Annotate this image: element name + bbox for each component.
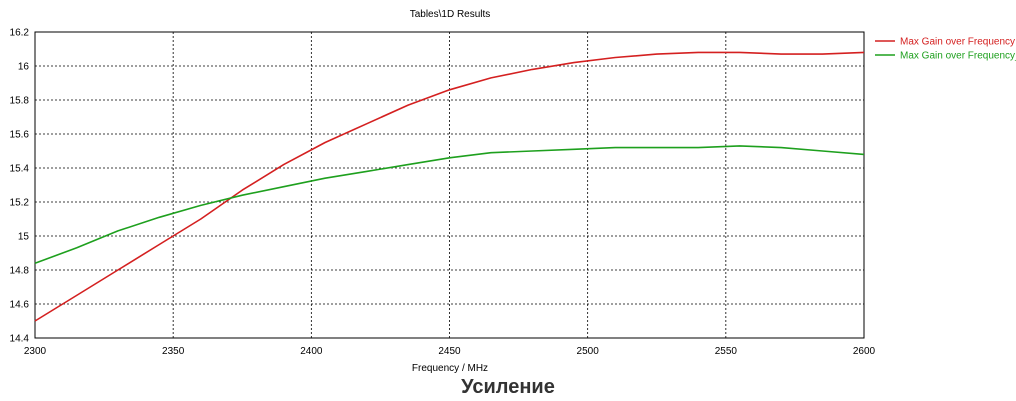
y-tick-label: 14.6 — [10, 300, 30, 311]
legend: Max Gain over Frequency Max Gain over Fre… — [875, 37, 1016, 62]
y-tick-label: 15 — [18, 232, 30, 243]
series-line-2 — [34, 145, 865, 264]
x-tick-label: 2550 — [715, 346, 738, 357]
legend-label: Max Gain over Frequency_1 — [900, 51, 1016, 62]
x-tick-label: 2400 — [300, 346, 323, 357]
x-tick-label: 2600 — [853, 346, 876, 357]
caption: Усиление — [461, 376, 555, 398]
series-line-1 — [34, 51, 865, 322]
y-tick-label: 14.8 — [10, 266, 30, 277]
x-tick-label: 2300 — [24, 346, 47, 357]
chart-title: Tables\1D Results — [410, 9, 491, 20]
x-tick-label: 2450 — [438, 346, 461, 357]
y-tick-label: 15.4 — [10, 164, 30, 175]
y-tick-label: 16 — [18, 62, 30, 73]
x-axis: 2300 2350 2400 2450 2500 2550 2600 — [24, 346, 876, 357]
y-tick-label: 14.4 — [10, 334, 30, 345]
x-axis-label: Frequency / MHz — [412, 363, 488, 374]
y-tick-label: 15.8 — [10, 96, 30, 107]
y-tick-label: 15.6 — [10, 130, 30, 141]
legend-label: Max Gain over Frequency — [900, 37, 1015, 48]
y-tick-label: 15.2 — [10, 198, 30, 209]
x-tick-label: 2350 — [162, 346, 185, 357]
y-tick-label: 16.2 — [10, 28, 30, 39]
series-lines — [34, 51, 865, 322]
x-tick-label: 2500 — [577, 346, 600, 357]
grid — [35, 32, 864, 338]
y-axis: 14.4 14.6 14.8 15 15.2 15.4 15.6 15.8 16 16.2 — [10, 28, 30, 345]
plot-area-border — [34, 31, 865, 339]
